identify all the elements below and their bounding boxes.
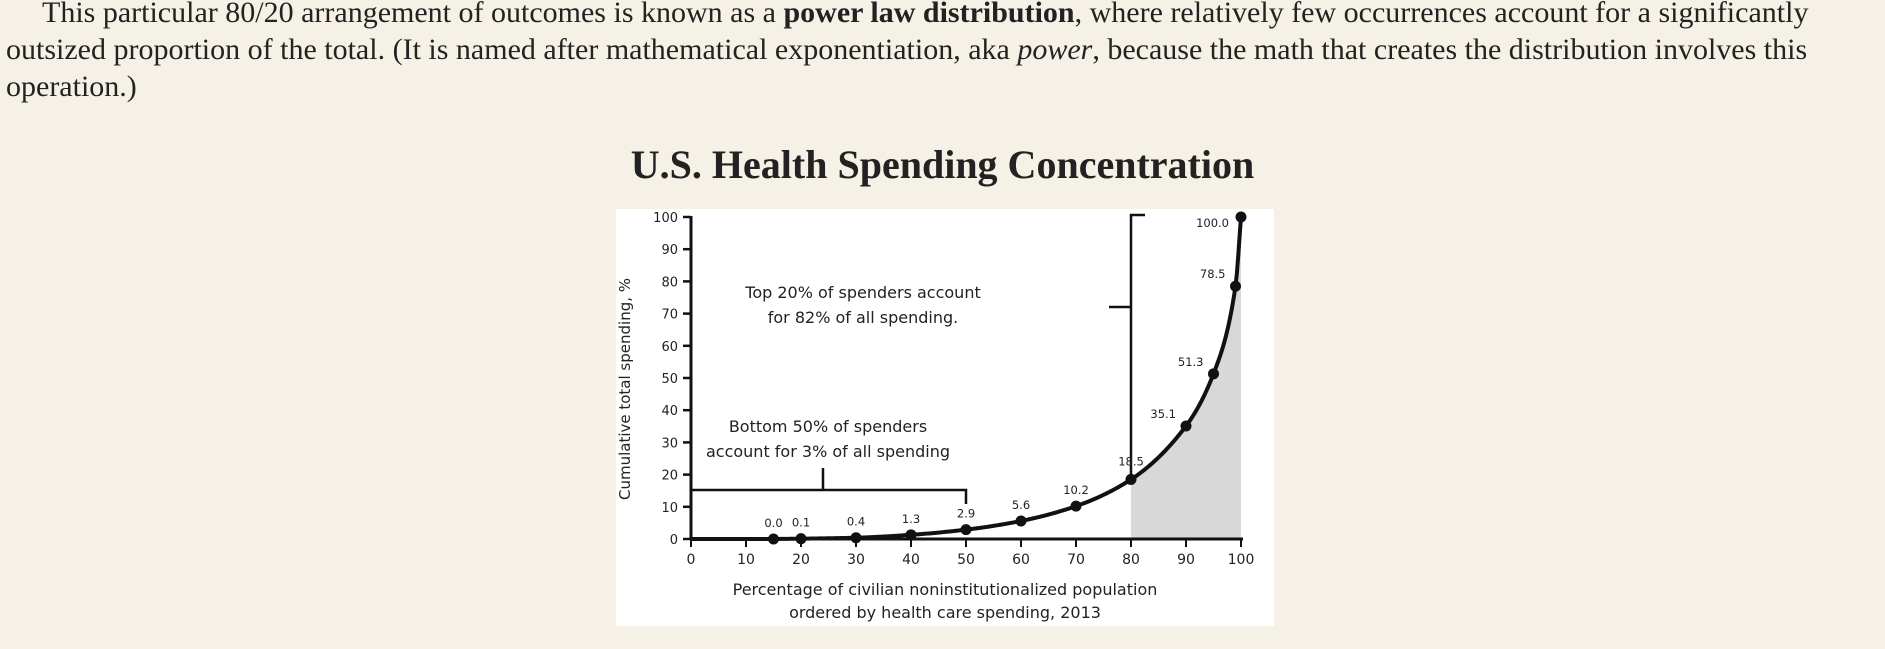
y-tick-label: 10	[661, 501, 678, 516]
data-point	[768, 533, 779, 545]
y-tick-label: 100	[653, 211, 678, 226]
data-point	[1125, 473, 1137, 485]
x-tick-label: 90	[1177, 552, 1195, 568]
annotation-bottom-line-1: Bottom 50% of spenders	[729, 417, 927, 436]
data-point	[795, 533, 807, 545]
data-point	[850, 532, 862, 544]
data-point	[1180, 420, 1192, 432]
x-tick-label: 40	[902, 552, 920, 568]
x-axis-label-line-2: ordered by health care spending, 2013	[789, 603, 1101, 622]
data-label: 5.6	[1012, 498, 1030, 512]
bottom-50-bracket	[690, 488, 968, 504]
annotation-bottom-line-2: account for 3% of all spending	[706, 442, 950, 461]
chart-title: U.S. Health Spending Concentration	[630, 142, 1255, 187]
data-label: 78.5	[1200, 267, 1226, 281]
chart-container: 0 10 20 30 40 50 60 70 80 90 100 0 10 20 30 40 50 60 70 80 9…	[616, 209, 1274, 626]
top-20-bracket	[1129, 213, 1145, 485]
x-tick-label: 80	[1122, 552, 1140, 568]
data-label: 1.3	[902, 512, 920, 526]
data-label: 0.4	[847, 515, 865, 529]
x-axis-label-line-1: Percentage of civilian noninstitutionali…	[733, 580, 1158, 599]
data-label: 0.1	[792, 516, 810, 530]
y-tick-label: 0	[670, 533, 678, 548]
shaded-region-top-20	[1131, 217, 1241, 539]
paragraph-text-3: , because the math that creates the dist…	[6, 33, 1808, 103]
data-label: 10.2	[1063, 483, 1089, 497]
data-label: 100.0	[1196, 216, 1229, 230]
y-tick-label: 20	[661, 469, 678, 484]
data-point	[1230, 280, 1241, 292]
data-point	[905, 529, 917, 541]
data-point	[1015, 515, 1027, 527]
x-tick-label: 70	[1067, 552, 1085, 568]
annotation-top-line-1: Top 20% of spenders account	[744, 283, 980, 302]
x-tick-label: 30	[847, 552, 865, 568]
data-point	[1070, 500, 1082, 512]
y-tick-label: 30	[661, 436, 678, 451]
paragraph-text-1: This particular 80/20 arrangement of out…	[42, 0, 784, 29]
data-point	[1235, 211, 1247, 223]
y-tick-label: 80	[661, 275, 678, 290]
x-tick-label: 0	[687, 552, 696, 568]
data-point	[960, 524, 972, 536]
x-tick-label: 20	[792, 552, 810, 568]
chart-svg: 0 10 20 30 40 50 60 70 80 90 100 0 10 20 30 40 50 60 70 80 9…	[616, 211, 1255, 622]
y-tick-label: 40	[661, 404, 678, 419]
data-point	[1208, 368, 1219, 380]
paragraph-italic-term: power	[1017, 33, 1093, 66]
body-paragraph: This particular 80/20 arrangement of out…	[6, 0, 1882, 105]
x-tick-label: 10	[737, 552, 755, 568]
paragraph-text-2: , where relatively few occurrences accou…	[6, 0, 1809, 66]
x-tick-label: 50	[957, 552, 975, 568]
data-label: 2.9	[957, 507, 975, 521]
y-tick-label: 50	[661, 372, 678, 387]
annotation-top-line-2: for 82% of all spending.	[768, 308, 958, 327]
y-tick-label: 70	[661, 308, 678, 323]
y-axis-label: Cumulative total spending, %	[616, 278, 634, 500]
y-tick-label: 90	[661, 243, 678, 258]
x-tick-label: 60	[1012, 552, 1030, 568]
x-tick-label: 100	[1228, 552, 1255, 568]
data-label: 51.3	[1178, 355, 1204, 369]
data-label: 18.5	[1118, 454, 1144, 468]
data-label: 35.1	[1150, 407, 1176, 421]
y-tick-label: 60	[661, 340, 678, 355]
paragraph-bold-term: power law distribution	[783, 0, 1075, 29]
data-label: 0.0	[764, 516, 782, 530]
